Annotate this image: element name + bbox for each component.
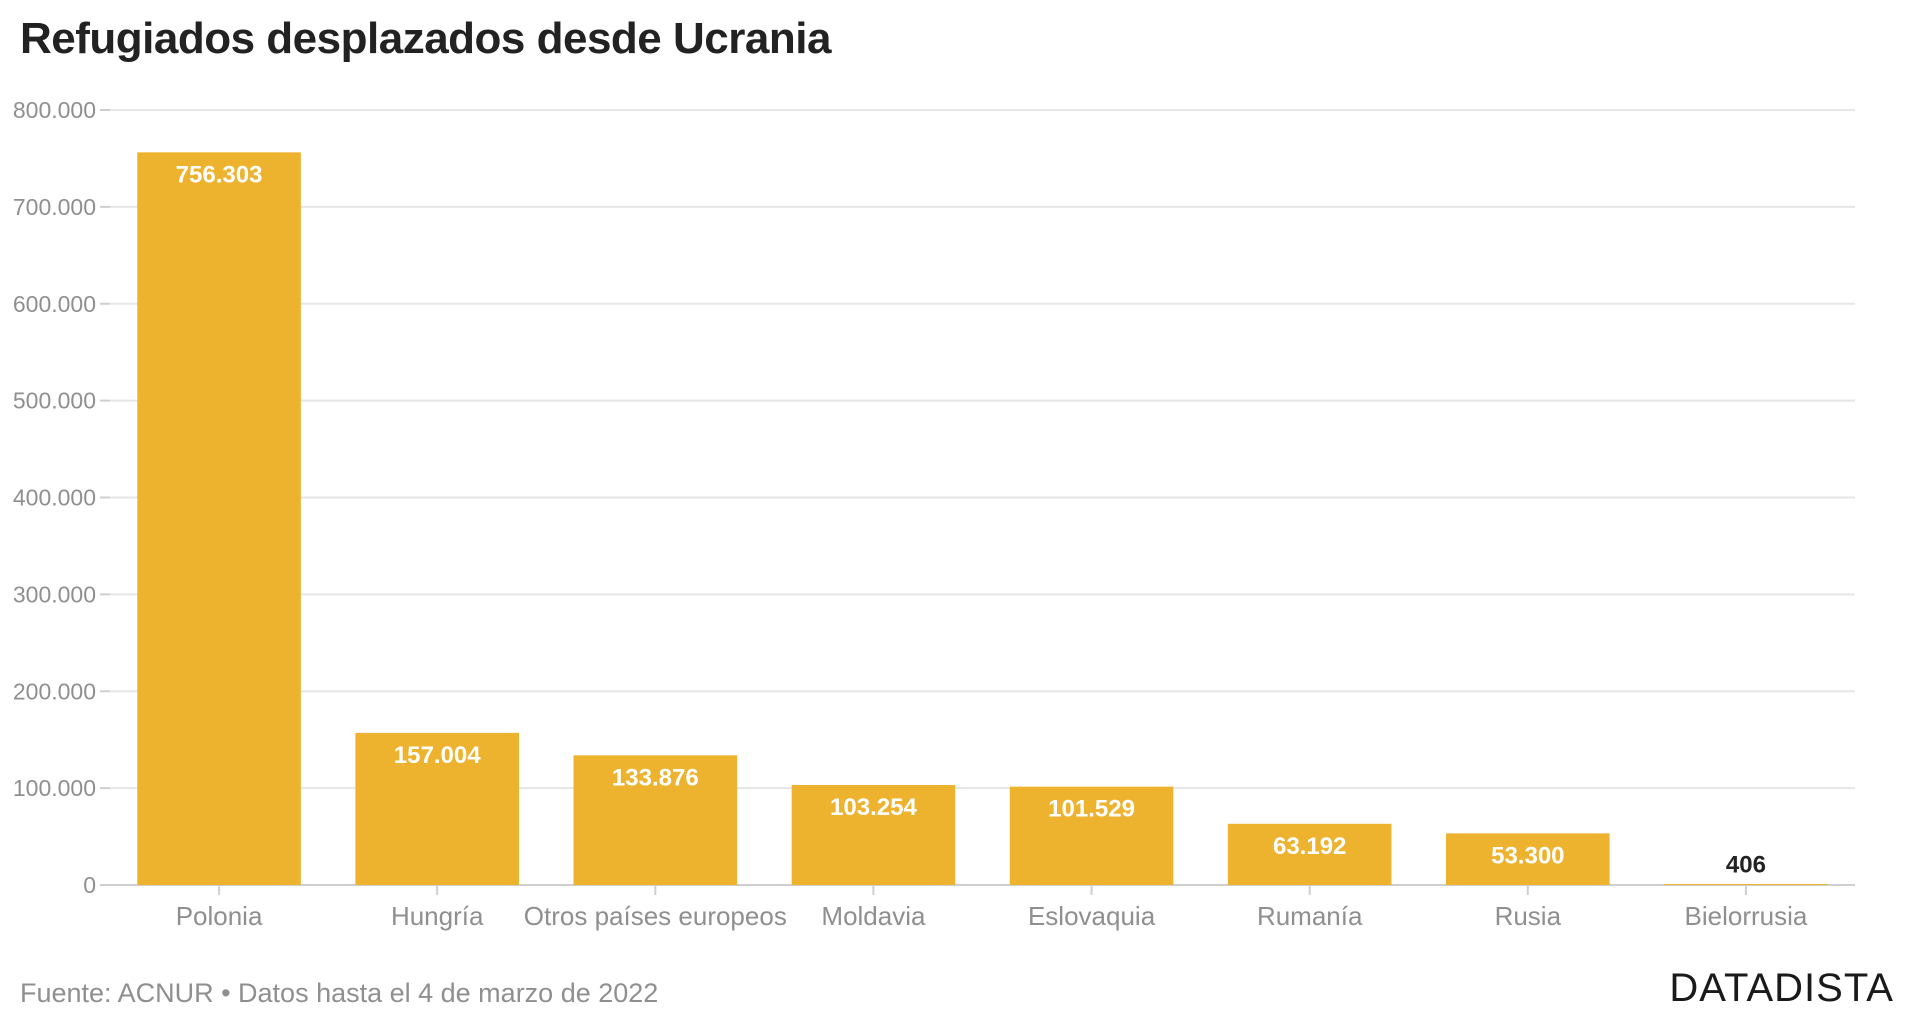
y-tick-label: 200.000 (13, 678, 96, 704)
x-axis-ticks: Polonia Hungría Otros países europeos Molda… (176, 885, 1808, 931)
x-tick-label: Moldavia (821, 901, 926, 931)
bar-value-label: 101.529 (1048, 796, 1135, 823)
bar-value-label: 63.192 (1273, 833, 1346, 860)
y-tick-label: 300.000 (13, 581, 96, 607)
x-tick-label: Rumanía (1257, 901, 1363, 931)
bar-value-label: 157.004 (394, 742, 481, 769)
x-tick-label: Bielorrusia (1685, 901, 1808, 931)
y-tick-label: 100.000 (13, 775, 96, 801)
bar (1446, 833, 1610, 885)
bar-value-label: 103.254 (830, 794, 917, 821)
bar-value-label: 406 (1726, 852, 1766, 879)
y-tick-label: 700.000 (13, 194, 96, 220)
source-note: Fuente: ACNUR • Datos hasta el 4 de marz… (20, 978, 659, 1008)
bar-value-label: 756.303 (176, 161, 263, 188)
y-axis-ticks: 0 100.000 200.000 300.000 400.000 500.000 600.… (13, 97, 110, 898)
bar-value-label: 133.876 (612, 764, 699, 791)
bars (137, 152, 1828, 885)
bar-value-label: 53.300 (1491, 842, 1564, 869)
chart-title: Refugiados desplazados desde Ucrania (20, 14, 831, 63)
y-tick-label: 500.000 (13, 388, 96, 414)
x-tick-label: Polonia (176, 901, 263, 931)
y-tick-label: 600.000 (13, 291, 96, 317)
bar (355, 732, 519, 885)
bar (1009, 786, 1174, 885)
y-tick-label: 0 (83, 872, 96, 898)
x-tick-label: Rusia (1495, 901, 1562, 931)
x-tick-label: Hungría (391, 901, 484, 931)
bar (1227, 823, 1392, 885)
x-tick-label: Otros países europeos (524, 901, 787, 931)
bar (791, 784, 956, 885)
brand-logo: DATADISTA (1669, 966, 1894, 1010)
bar (1664, 884, 1828, 885)
x-tick-label: Eslovaquia (1028, 901, 1156, 931)
y-tick-label: 800.000 (13, 97, 96, 123)
bar (137, 152, 301, 885)
y-tick-label: 400.000 (13, 485, 96, 511)
bar-data-labels: 756.303 157.004 133.876 103.254 101.529 63.19… (176, 161, 1766, 878)
bar-chart: 0 100.000 200.000 300.000 400.000 500.000 600.… (13, 97, 1855, 931)
bar (573, 755, 738, 885)
